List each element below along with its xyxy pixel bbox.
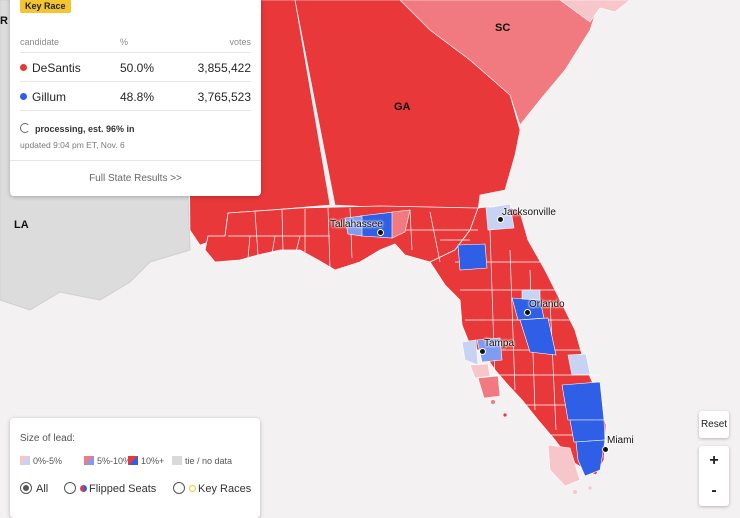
city-marker-tampa[interactable] <box>479 348 486 355</box>
reporting-status: processing, est. 96% in <box>20 123 135 134</box>
legend-swatch <box>84 456 94 465</box>
header-pct: % <box>120 37 129 47</box>
north-carolina-state[interactable] <box>559 0 631 23</box>
header-candidate: candidate <box>20 37 60 47</box>
candidate-pct: 50.0% <box>120 61 155 75</box>
legend-card: Size of lead: 0%-5% 5%-10% 10%+ tie / no… <box>10 418 260 518</box>
city-marker-miami[interactable] <box>602 446 609 453</box>
state-label-sc: SC <box>495 22 511 34</box>
candidate-name: DeSantis <box>32 61 81 75</box>
zoom-controls: + - <box>699 446 729 506</box>
legend-swatch <box>172 456 182 465</box>
updated-timestamp: updated 9:04 pm ET, Nov. 6 <box>20 140 125 150</box>
county-gadsden[interactable] <box>344 215 363 237</box>
city-label-miami: Miami <box>607 435 634 446</box>
key-race-badge: Key Race <box>20 0 71 13</box>
county-monroe[interactable] <box>547 444 581 487</box>
filter-key-races-label: Key Races <box>198 483 252 495</box>
county-miami-dade[interactable] <box>575 439 606 477</box>
candidate-row: DeSantis 50.0% 3,855,422 <box>20 52 251 81</box>
state-label-ga: GA <box>394 101 411 113</box>
flip-icon <box>80 485 87 492</box>
state-label-partial: R <box>0 15 8 27</box>
filter-key-races-option[interactable]: Key Races <box>173 482 251 495</box>
candidate-votes: 3,765,523 <box>197 90 251 104</box>
legend-title: Size of lead: <box>20 433 76 444</box>
candidate-name: Gillum <box>32 90 67 104</box>
city-marker-jacksonville[interactable] <box>497 216 504 223</box>
refresh-icon <box>20 123 30 133</box>
filter-all-option[interactable]: All <box>20 482 48 495</box>
county-seminole[interactable] <box>521 289 541 301</box>
legend-range-label: 5%-10% <box>97 456 132 466</box>
key-island <box>503 413 507 417</box>
county-st-lucie[interactable] <box>567 353 591 376</box>
results-divider <box>20 110 251 111</box>
legend-range-label: 10%+ <box>141 456 165 466</box>
legend-range-0-5: 0%-5% <box>20 456 62 466</box>
legend-range-10-plus: 10%+ <box>128 456 164 466</box>
city-label-orlando: Orlando <box>529 299 565 310</box>
key-island <box>491 400 495 404</box>
city-marker-tallahassee[interactable] <box>377 229 384 236</box>
rep-color-dot <box>20 64 27 71</box>
full-state-results-link[interactable]: Full State Results >> <box>10 160 261 197</box>
results-card: Key Race candidate % votes DeSantis 50.0… <box>10 0 261 196</box>
candidate-row: Gillum 48.8% 3,765,523 <box>20 81 251 110</box>
candidate-pct: 48.8% <box>120 90 155 104</box>
filter-flipped-label: Flipped Seats <box>89 483 157 495</box>
key-island <box>573 490 577 494</box>
filter-all-label: All <box>36 483 49 495</box>
radio-icon[interactable] <box>64 482 76 494</box>
legend-range-label: 0%-5% <box>33 456 63 466</box>
dem-color-dot <box>20 93 27 100</box>
header-votes: votes <box>229 37 251 47</box>
legend-swatch <box>128 456 138 465</box>
results-table-header: candidate % votes <box>20 37 251 51</box>
legend-no-data: tie / no data <box>172 456 232 466</box>
candidate-votes: 3,855,422 <box>197 61 251 75</box>
radio-selected-icon[interactable] <box>20 482 32 494</box>
county-wakulla[interactable] <box>391 209 411 239</box>
county-sarasota[interactable] <box>477 375 501 399</box>
filter-flipped-option[interactable]: Flipped Seats <box>64 482 156 495</box>
city-marker-orlando[interactable] <box>524 309 531 316</box>
county-palm-beach[interactable] <box>561 381 605 421</box>
county-borders <box>228 207 605 436</box>
state-label-la: LA <box>14 219 29 231</box>
city-label-jacksonville: Jacksonville <box>502 207 556 218</box>
zoom-out-button[interactable]: - <box>711 482 717 499</box>
county-osceola[interactable] <box>519 317 557 356</box>
county-broward[interactable] <box>569 419 606 443</box>
key-race-icon <box>189 485 196 492</box>
county-alachua[interactable] <box>457 243 488 271</box>
county-manatee[interactable] <box>469 363 491 379</box>
legend-swatch <box>20 456 30 465</box>
city-label-tallahassee: Tallahassee <box>330 219 383 230</box>
city-label-tampa: Tampa <box>484 338 515 349</box>
status-text: processing, est. 96% in <box>35 124 135 134</box>
legend-range-5-10: 5%-10% <box>84 456 131 466</box>
zoom-in-button[interactable]: + <box>709 452 719 469</box>
legend-range-label: tie / no data <box>185 456 233 466</box>
reset-button[interactable]: Reset <box>699 411 729 438</box>
key-island <box>588 486 592 490</box>
radio-icon[interactable] <box>173 482 185 494</box>
